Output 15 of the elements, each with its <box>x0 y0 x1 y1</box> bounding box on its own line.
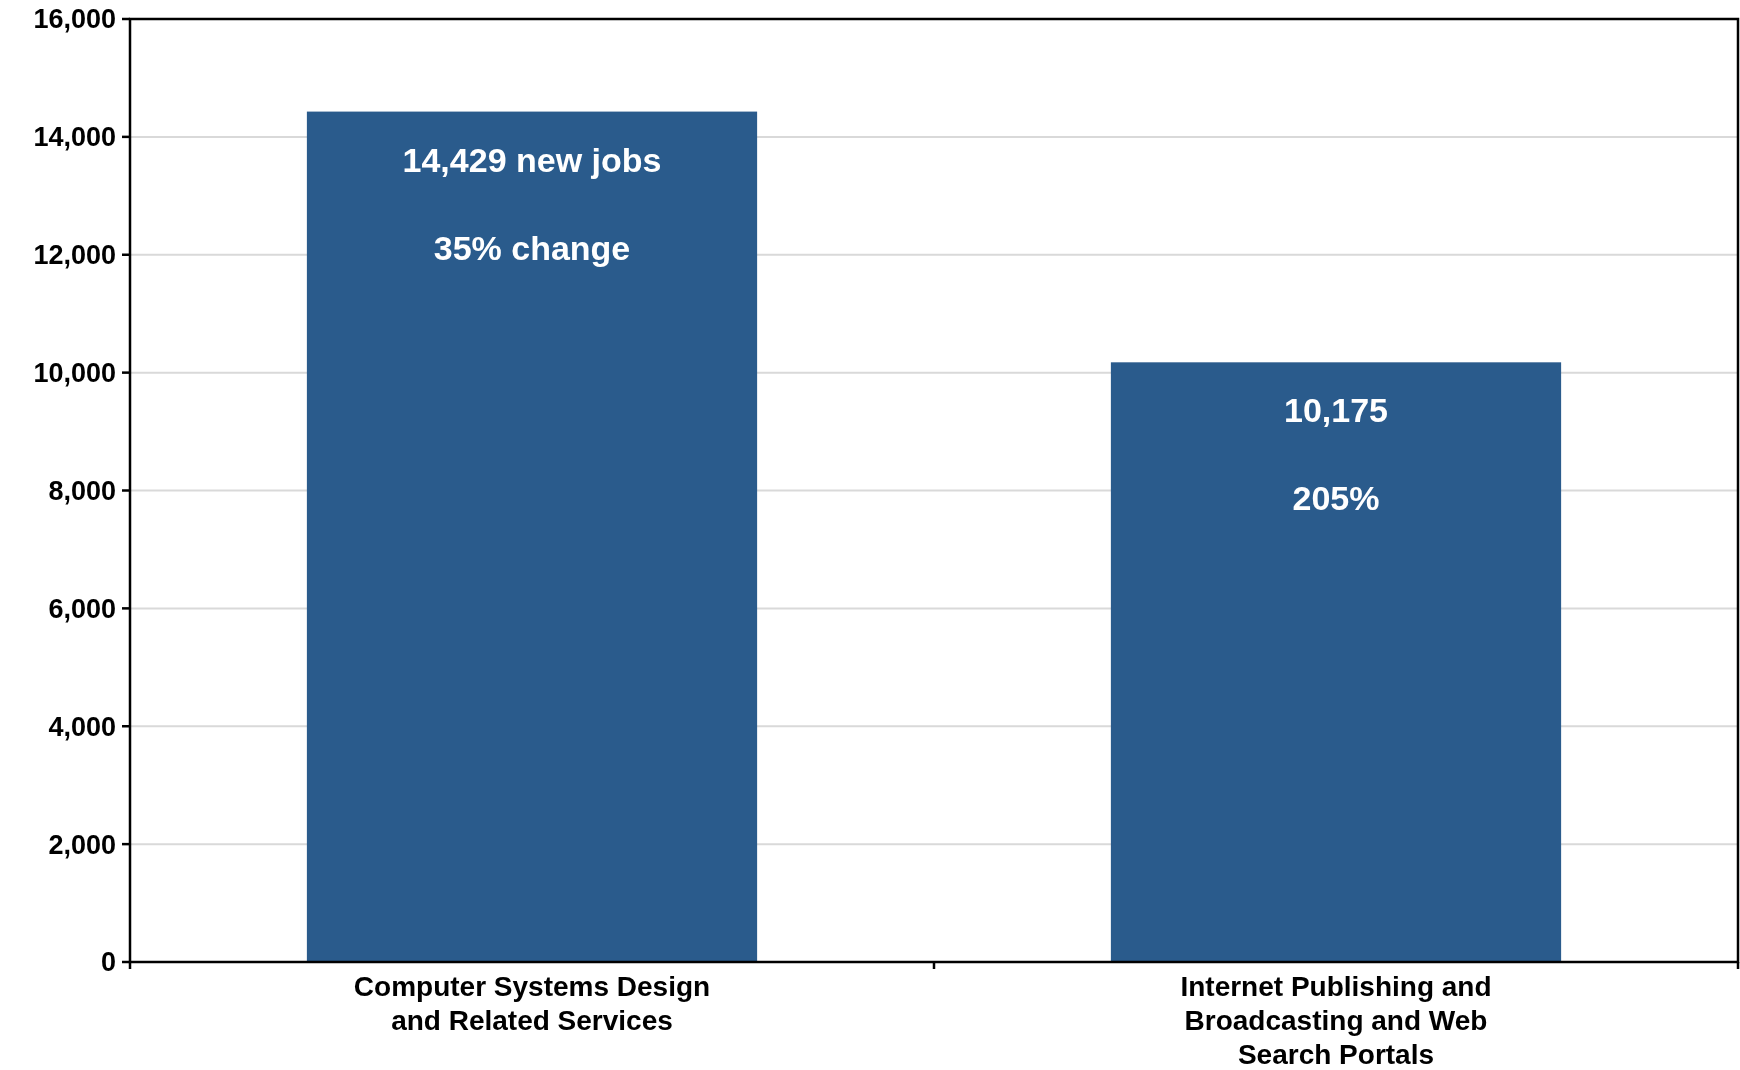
y-tick-label: 14,000 <box>33 122 116 153</box>
x-tick-label: Internet Publishing and Broadcasting and Web Search Portals <box>1180 971 1492 1070</box>
data-label: 10,175 <box>1284 391 1388 430</box>
annotation: 35% change <box>433 228 631 267</box>
x-tick-label: Computer Systems Design and Related Services <box>353 971 711 1036</box>
y-tick-label: 4,000 <box>48 711 116 742</box>
y-tick-label: 10,000 <box>33 358 116 389</box>
y-tick-label: 6,000 <box>48 593 116 624</box>
y-tick-label: 2,000 <box>48 829 116 860</box>
y-tick-label: 0 <box>100 947 116 978</box>
y-tick-label: 16,000 <box>33 4 116 35</box>
annotation: 205% <box>1292 479 1380 518</box>
y-tick-label: 12,000 <box>33 240 116 271</box>
data-label: 14,429 new jobs <box>402 140 662 179</box>
y-tick-label: 8,000 <box>48 475 116 506</box>
